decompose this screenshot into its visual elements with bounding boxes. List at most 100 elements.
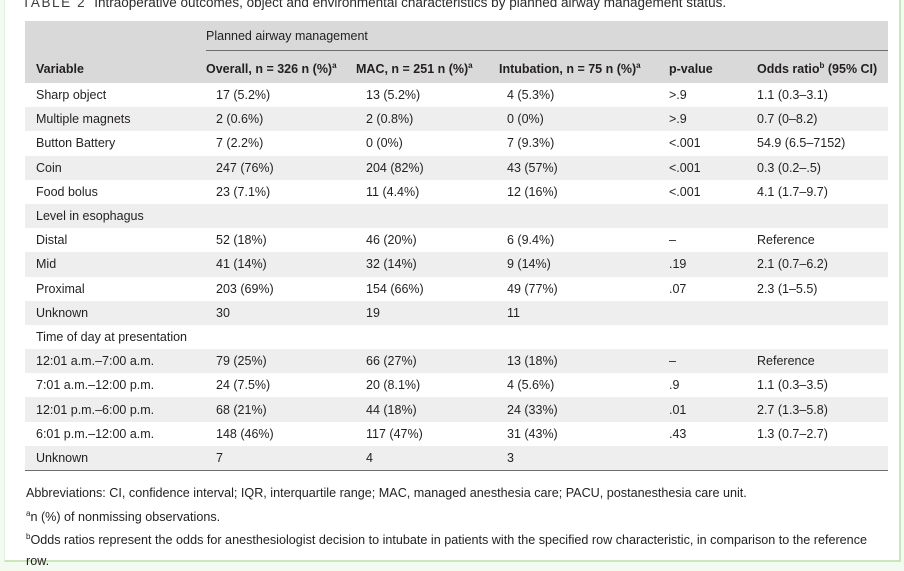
col-overall: Overall, n = 326 n (%)a (195, 54, 345, 83)
cell-intubation: 11 (488, 300, 658, 325)
cell-variable: Multiple magnets (25, 107, 195, 132)
table-row: Unknown 30 19 11 (25, 300, 888, 325)
cell-pvalue: <.001 (669, 136, 701, 151)
cell-mac: 117 (47%) (366, 426, 423, 441)
cell-overall (195, 325, 345, 349)
cell-intubation (488, 325, 658, 349)
cell-mac: 11 (4.4%) (366, 184, 420, 199)
cell-intubation: 24 (33%) (488, 397, 658, 422)
cell-intubation: 3 (488, 445, 658, 471)
cell-mac: 4 (345, 445, 488, 471)
cell-variable: Proximal (36, 281, 85, 296)
cell-variable: Distal (36, 233, 68, 248)
table-row: Sharp object 17 (5.2%) 13 (5.2%) 4 (5.3%) >.… (25, 83, 888, 107)
cell-pvalue: >.9 (658, 107, 746, 132)
cell-mac: 19 (345, 300, 488, 325)
table-row: Distal 52 (18%) 46 (20%) 6 (9.4%) – Reference (25, 228, 888, 252)
cell-odds-ratio (746, 445, 888, 471)
cell-odds-ratio: Reference (746, 349, 888, 374)
table-row: Time of day at presentation (25, 325, 888, 349)
table-row: Button Battery 7 (2.2%) 0 (0%) 7 (9.3%) <.00… (25, 131, 888, 155)
cell-overall: 17 (5.2%) (216, 88, 271, 103)
cell-overall: 2 (0.6%) (195, 107, 345, 132)
table-row: Coin 247 (76%) 204 (82%) 43 (57%) <.001 0.3 (… (25, 155, 888, 180)
cell-variable: Unknown (25, 445, 195, 471)
cell-odds-ratio: 0.7 (0–8.2) (746, 107, 888, 132)
cell-overall: 41 (14%) (195, 252, 345, 277)
cell-overall: 7 (195, 445, 345, 471)
cell-intubation (488, 203, 658, 229)
cell-mac: 2 (0.8%) (345, 107, 488, 132)
cell-pvalue: – (669, 233, 676, 248)
cell-pvalue: <.001 (669, 184, 701, 199)
cell-mac: 66 (27%) (345, 349, 488, 374)
cell-variable: Level in esophagus (25, 203, 195, 229)
cell-odds-ratio: 2.3 (1–5.5) (757, 281, 818, 296)
cell-odds-ratio: 0.3 (0.2–.5) (746, 155, 888, 180)
cell-mac: 0 (0%) (366, 136, 403, 151)
cell-overall: 23 (7.1%) (216, 184, 271, 199)
table-row: Unknown 7 4 3 (25, 445, 888, 471)
cell-intubation: 4 (5.3%) (507, 88, 555, 103)
table-row: Food bolus 23 (7.1%) 11 (4.4%) 12 (16%) <.00… (25, 180, 888, 204)
cell-odds-ratio: 1.1 (0.3–3.5) (757, 378, 828, 393)
table-row: Mid 41 (14%) 32 (14%) 9 (14%) .19 2.1 (0.7–6.… (25, 252, 888, 277)
cell-variable: 6:01 p.m.–12:00 a.m. (36, 426, 155, 441)
cell-odds-ratio: 1.1 (0.3–3.1) (757, 88, 828, 103)
cell-variable: Sharp object (36, 88, 107, 103)
group-header: Planned airway management (195, 21, 888, 54)
table-row: 12:01 p.m.–6:00 p.m. 68 (21%) 44 (18%) 24 (… (25, 397, 888, 422)
header-row: Variable Overall, n = 326 n (%)a MAC, n … (25, 54, 888, 83)
table-caption: TABLE 2 Intraoperative outcomes, object a… (22, 0, 726, 10)
cell-pvalue: <.001 (658, 155, 746, 180)
cell-intubation: 49 (77%) (507, 281, 558, 296)
table-row: Level in esophagus (25, 203, 888, 229)
cell-overall: 203 (69%) (216, 281, 274, 296)
cell-odds-ratio: 1.3 (0.7–2.7) (757, 426, 828, 441)
cell-odds-ratio (746, 325, 888, 349)
cell-overall: 68 (21%) (195, 397, 345, 422)
cell-pvalue: >.9 (669, 88, 687, 103)
col-variable: Variable (25, 54, 195, 83)
col-pvalue: p-value (658, 54, 746, 83)
cell-mac (345, 325, 488, 349)
cell-variable: Button Battery (36, 136, 116, 151)
cell-intubation: 13 (18%) (488, 349, 658, 374)
cell-intubation: 31 (43%) (507, 426, 558, 441)
cell-pvalue: .9 (669, 378, 680, 393)
cell-mac: 20 (8.1%) (366, 378, 421, 393)
table-row: Multiple magnets 2 (0.6%) 2 (0.8%) 0 (0%) >.… (25, 107, 888, 132)
cell-intubation: 6 (9.4%) (507, 233, 555, 248)
cell-overall: 52 (18%) (216, 233, 267, 248)
cell-mac: 154 (66%) (366, 281, 424, 296)
cell-pvalue: – (658, 349, 746, 374)
cell-variable: Mid (25, 252, 195, 277)
cell-pvalue (658, 325, 746, 349)
cell-odds-ratio (746, 203, 888, 229)
cell-pvalue: .01 (658, 397, 746, 422)
cell-mac: 204 (82%) (345, 155, 488, 180)
cell-overall: 24 (7.5%) (216, 378, 271, 393)
header-group-row: Planned airway management (25, 21, 888, 54)
cell-odds-ratio: 4.1 (1.7–9.7) (757, 184, 828, 199)
cell-variable: Unknown (25, 300, 195, 325)
footnote-a: an (%) of nonmissing observations. (26, 508, 221, 524)
cell-variable: 12:01 p.m.–6:00 p.m. (25, 397, 195, 422)
cell-intubation: 0 (0%) (488, 107, 658, 132)
table-row: 7:01 a.m.–12:00 p.m. 24 (7.5%) 20 (8.1%) 4 … (25, 373, 888, 397)
table-row: 12:01 a.m.–7:00 a.m. 79 (25%) 66 (27%) 13 (… (25, 349, 888, 374)
col-intubation: Intubation, n = 75 n (%)a (488, 54, 658, 83)
table-label: TABLE 2 (22, 0, 87, 10)
cell-overall (195, 203, 345, 229)
table-body: Sharp object 17 (5.2%) 13 (5.2%) 4 (5.3%) >.… (25, 83, 888, 471)
cell-variable: Coin (25, 155, 195, 180)
table-row: 6:01 p.m.–12:00 a.m. 148 (46%) 117 (47%) 31… (25, 422, 888, 446)
cell-overall: 30 (195, 300, 345, 325)
cell-odds-ratio: 54.9 (6.5–7152) (757, 136, 846, 151)
col-mac: MAC, n = 251 n (%)a (345, 54, 488, 83)
cell-overall: 148 (46%) (216, 426, 274, 441)
cell-pvalue (658, 300, 746, 325)
cell-intubation: 9 (14%) (488, 252, 658, 277)
cell-overall: 7 (2.2%) (216, 136, 264, 151)
cell-pvalue: .43 (669, 426, 687, 441)
